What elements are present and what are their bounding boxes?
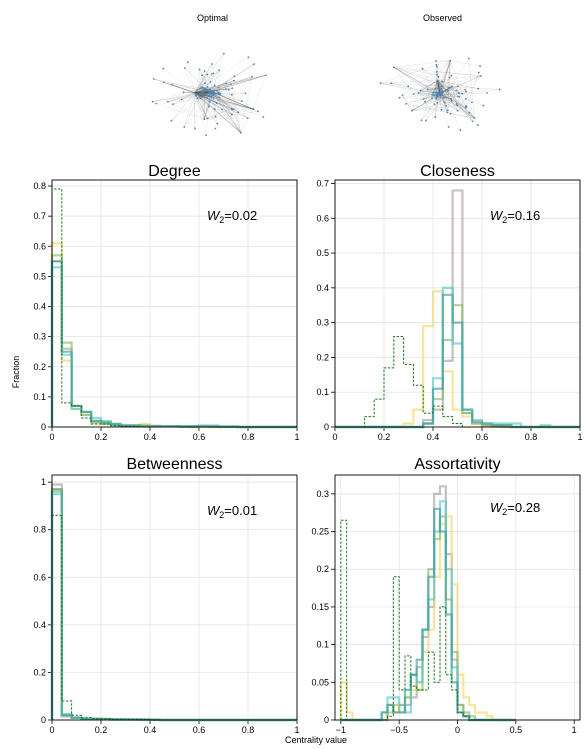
optimal-histogram-grey: [50, 260, 297, 429]
optimal-histogram-green: [50, 490, 297, 722]
y-tick-label: 0.5: [316, 248, 329, 258]
y-tick-label: 0: [41, 422, 46, 432]
x-tick-label: 1: [294, 725, 299, 735]
optimal-network-label: Optimal: [197, 13, 228, 23]
optimal-histogram-yellow: [335, 290, 580, 429]
axes-frame: [334, 474, 581, 721]
y-tick-label: 0.3: [33, 332, 46, 342]
x-tick-label: 0.2: [378, 432, 391, 442]
axes-frame: [51, 474, 298, 721]
optimal-histogram-grey: [50, 483, 297, 722]
y-tick-label: 0: [324, 715, 329, 725]
y-tick-label: 0.2: [33, 667, 46, 677]
y-tick-label: 0.1: [316, 387, 329, 397]
x-tick-label: 0.2: [95, 432, 108, 442]
y-tick-label: 0: [324, 422, 329, 432]
x-tick-label: 0.6: [193, 432, 206, 442]
x-tick-label: 0.4: [144, 432, 157, 442]
panel-betweenness: Betweenness 0 0.2 0.4 0.6 0.8 1 0 0.2 0.4 0.6 0.8 1 W…: [33, 456, 299, 735]
x-tick-label: 0: [455, 725, 460, 735]
y-tick-label: 0.1: [316, 640, 329, 650]
x-tick-label: −0.5: [390, 725, 408, 735]
x-tick-label: −1: [336, 725, 346, 735]
x-tick-label: 0: [332, 432, 337, 442]
observed-histogram: [51, 188, 297, 428]
x-tick-label: 1: [572, 725, 577, 735]
y-axis-label: Fraction: [11, 356, 21, 389]
y-tick-label: 0.2: [316, 564, 329, 574]
optimal-histogram-yellow: [50, 488, 297, 722]
observed-histogram: [51, 514, 297, 721]
x-tick-label: 0: [49, 725, 54, 735]
optimal-histogram-teal: [50, 488, 297, 722]
panel-title: Degree: [148, 163, 201, 180]
y-tick-label: 0.3: [316, 318, 329, 328]
y-tick-label: 0.6: [316, 213, 329, 223]
panel-title: Betweenness: [126, 456, 222, 473]
x-axis-label: Centrality value: [285, 735, 347, 745]
optimal-histogram-yellow: [50, 242, 297, 429]
y-tick-label: 0.7: [33, 211, 46, 221]
y-tick-label: 0.2: [33, 362, 46, 372]
axes-frame: [334, 179, 581, 428]
y-tick-label: 0.2: [316, 352, 329, 362]
y-tick-label: 0.4: [316, 283, 329, 293]
w2-label: W2=0.02: [207, 208, 257, 225]
optimal-histogram-teal: [50, 260, 297, 429]
y-tick-label: 0.15: [311, 602, 329, 612]
x-tick-label: 0.4: [427, 432, 440, 442]
x-tick-label: 0.5: [510, 725, 523, 735]
w2-label: W2=0.28: [490, 500, 540, 517]
y-tick-label: 0.3: [316, 489, 329, 499]
x-tick-label: 0.8: [242, 432, 255, 442]
panel-degree: Degree 0 0.2 0.4 0.6 0.8 1 0 0.1 0.2 0.3 0.4 0.5 0.6 0…: [33, 163, 299, 442]
x-tick-label: 0.6: [193, 725, 206, 735]
x-tick-label: 0.6: [476, 432, 489, 442]
y-tick-label: 0.7: [316, 178, 329, 188]
y-tick-label: 0.8: [33, 181, 46, 191]
y-tick-label: 0.6: [33, 241, 46, 251]
observed-network-label: Observed: [423, 13, 462, 23]
optimal-histogram-cyan: [50, 266, 297, 429]
x-tick-label: 0.2: [95, 725, 108, 735]
y-tick-label: 0: [41, 715, 46, 725]
w2-label: W2=0.01: [207, 503, 257, 520]
axes-frame: [51, 179, 298, 428]
panel-assortativity: Assortativity −1 −0.5 0 0.5 1 0 0.05 0.1 0.15 0.2 0…: [311, 456, 581, 735]
y-tick-label: 0.5: [33, 271, 46, 281]
y-tick-label: 0.25: [311, 527, 329, 537]
x-tick-label: 0.8: [525, 432, 538, 442]
x-tick-label: 1: [577, 432, 582, 442]
x-tick-label: 0.4: [144, 725, 157, 735]
panel-title: Assortativity: [414, 456, 500, 473]
w2-label: W2=0.16: [490, 208, 540, 225]
optimal-histogram-cyan: [50, 492, 297, 722]
y-tick-label: 0.4: [33, 620, 46, 630]
y-tick-label: 0.8: [33, 525, 46, 535]
panel-closeness: Closeness 0 0.2 0.4 0.6 0.8 1 0 0.1 0.2 0.3 0.4 0.5 0…: [316, 163, 582, 442]
x-tick-label: 1: [294, 432, 299, 442]
y-tick-label: 0.1: [33, 392, 46, 402]
optimal-network: [151, 52, 267, 137]
y-tick-label: 0.4: [33, 302, 46, 312]
optimal-histogram-teal: [335, 293, 580, 429]
x-tick-label: 0: [49, 432, 54, 442]
x-tick-label: 0.8: [242, 725, 255, 735]
panel-title: Closeness: [420, 163, 495, 180]
optimal-histogram-green: [50, 254, 297, 429]
y-tick-label: 1: [41, 477, 46, 487]
observed-network: [379, 57, 501, 131]
y-tick-label: 0.6: [33, 572, 46, 582]
y-tick-label: 0.05: [311, 677, 329, 687]
optimal-histogram-grey: [335, 189, 580, 429]
observed-histogram: [335, 336, 580, 428]
